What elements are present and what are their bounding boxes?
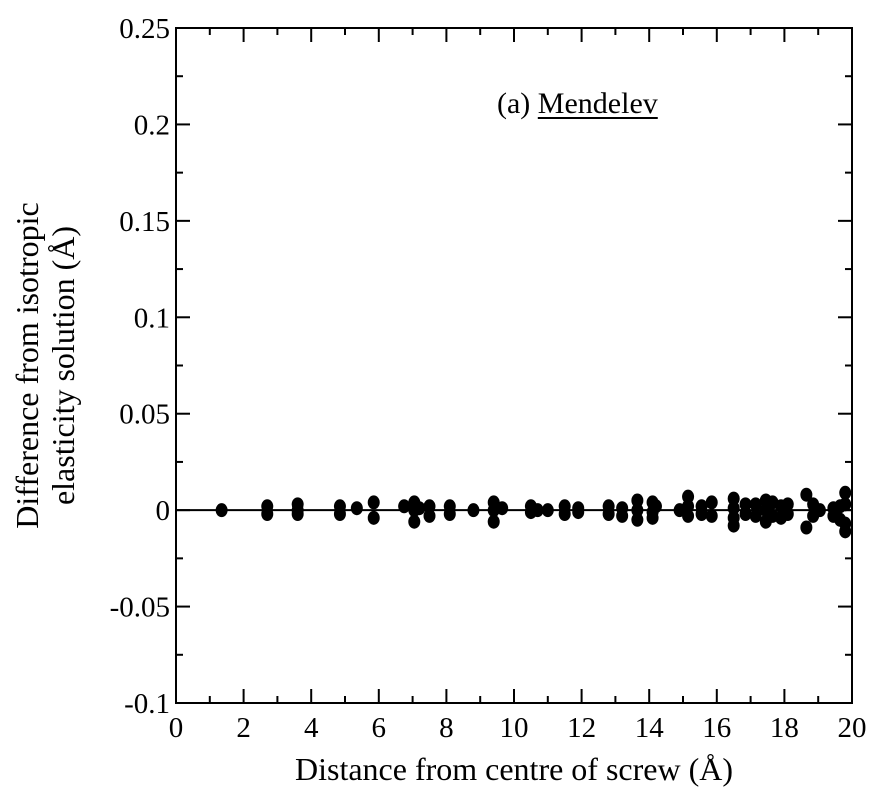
data-point (572, 505, 585, 520)
data-point (541, 503, 554, 518)
data-point (682, 499, 695, 514)
data-point (413, 501, 426, 516)
data-point (631, 493, 644, 508)
data-point (749, 497, 762, 512)
y-tick-label: 0.05 (119, 399, 170, 431)
data-point (558, 507, 571, 521)
annotation-prefix: (a) (497, 87, 538, 120)
data-point (261, 507, 274, 521)
data-point (813, 503, 826, 518)
data-point (800, 520, 813, 535)
data-point (408, 514, 421, 529)
data-point (333, 507, 346, 521)
data-point (631, 503, 644, 518)
data-point (839, 485, 852, 500)
data-point (616, 508, 629, 523)
y-tick-label: -0.05 (110, 592, 170, 624)
x-tick-label: 6 (372, 712, 387, 744)
y-tick-label: 0.1 (134, 302, 170, 334)
y-tick-label: 0.25 (119, 13, 170, 45)
data-point (727, 518, 740, 533)
data-point (749, 508, 762, 523)
data-point (646, 510, 659, 525)
x-tick-label: 10 (500, 712, 529, 744)
data-point (487, 514, 500, 529)
y-tick-label: 0.15 (119, 206, 170, 238)
data-point (682, 489, 695, 504)
x-tick-label: 0 (169, 712, 184, 744)
x-tick-label: 12 (567, 712, 596, 744)
y-tick-label: 0 (156, 495, 171, 527)
data-point (443, 507, 456, 521)
data-point (739, 497, 752, 512)
x-axis-title: Distance from centre of screw (Å) (295, 751, 733, 787)
y-axis-title-line-2: elasticity solution (Å) (45, 226, 81, 505)
y-axis-title-line-1: Difference from isotropic (9, 202, 45, 528)
data-point (739, 507, 752, 521)
data-point (727, 501, 740, 516)
data-point (839, 497, 852, 512)
data-point (602, 507, 615, 521)
data-point (215, 503, 228, 518)
data-point (398, 499, 411, 514)
x-tick-label: 20 (838, 712, 867, 744)
data-point (705, 495, 718, 510)
x-tick-label: 2 (236, 712, 251, 744)
data-point (496, 501, 509, 516)
x-tick-label: 14 (635, 712, 665, 744)
x-tick-label: 16 (702, 712, 731, 744)
y-tick-label: -0.1 (124, 688, 170, 720)
data-point (695, 507, 708, 521)
x-tick-label: 18 (770, 712, 799, 744)
data-point (682, 508, 695, 523)
data-point (367, 510, 380, 525)
annotation-label: (a) Mendelev (497, 87, 658, 120)
data-point (781, 507, 794, 521)
y-tick-label: 0.2 (134, 109, 170, 141)
data-point (781, 497, 794, 512)
data-point (531, 503, 544, 518)
data-point (727, 491, 740, 506)
data-point (800, 487, 813, 502)
x-tick-label: 4 (304, 712, 319, 744)
data-point (350, 501, 363, 516)
data-point (423, 508, 436, 523)
data-point (631, 512, 644, 527)
annotation-model-name: Mendelev (538, 87, 658, 120)
data-point (839, 524, 852, 539)
data-point (423, 499, 436, 514)
data-point (367, 495, 380, 510)
plot-frame (175, 27, 853, 704)
data-point (705, 508, 718, 523)
data-point (291, 507, 304, 521)
data-point (467, 503, 480, 518)
x-tick-label: 8 (439, 712, 454, 744)
data-point (649, 499, 662, 514)
